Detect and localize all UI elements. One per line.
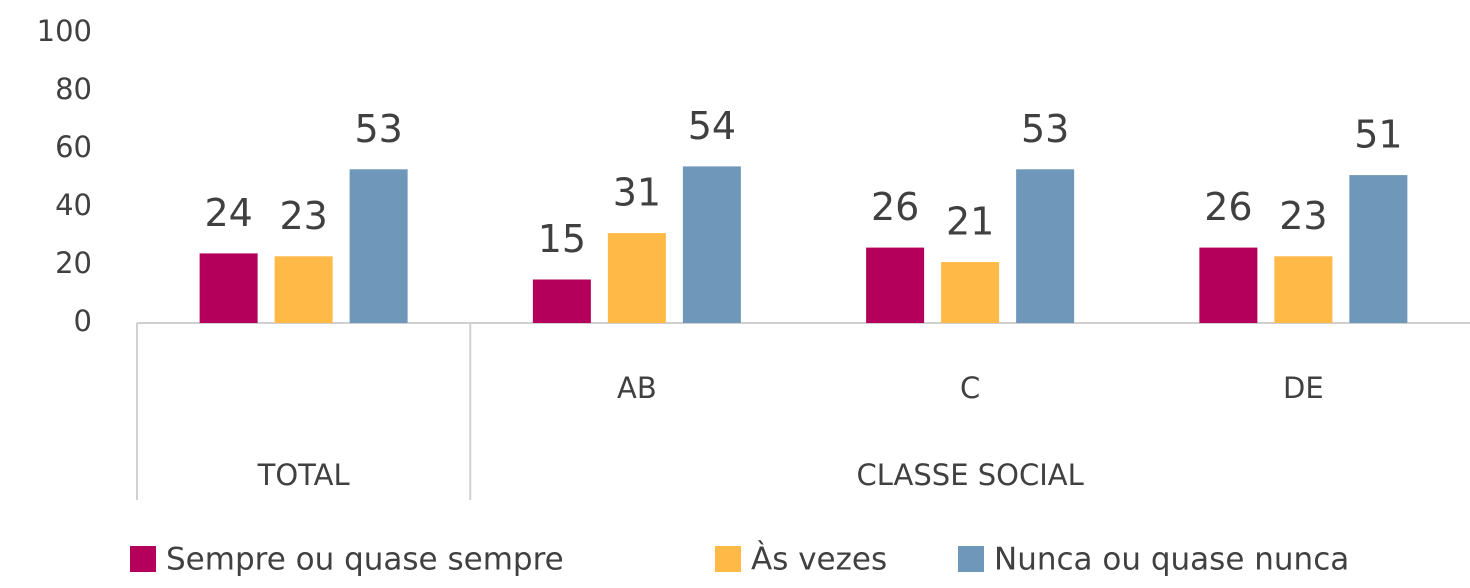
legend-label: Sempre ou quase sempre xyxy=(166,542,564,578)
y-tick-label: 100 xyxy=(37,14,92,48)
group-label: CLASSE SOCIAL xyxy=(856,458,1083,492)
data-label: 24 xyxy=(204,191,252,235)
x-tick-label: DE xyxy=(1283,371,1324,405)
data-label: 26 xyxy=(1204,185,1252,229)
bar xyxy=(349,169,408,323)
data-label: 53 xyxy=(354,107,402,151)
y-tick-label: 20 xyxy=(55,246,92,280)
bar xyxy=(682,166,741,323)
data-label: 26 xyxy=(871,185,919,229)
legend-label: Nunca ou quase nunca xyxy=(994,542,1349,578)
data-label: 54 xyxy=(688,104,736,148)
y-tick-label: 80 xyxy=(55,72,92,106)
legend-swatch xyxy=(715,546,741,572)
bar xyxy=(607,233,666,323)
bar xyxy=(1199,247,1258,323)
bar xyxy=(532,279,591,323)
data-label: 53 xyxy=(1021,107,1069,151)
legend-label: Às vezes xyxy=(751,542,887,578)
y-tick-label: 60 xyxy=(55,130,92,164)
legend-swatch xyxy=(958,546,984,572)
data-label: 23 xyxy=(279,194,327,238)
legend-swatch xyxy=(130,546,156,572)
bar xyxy=(1349,175,1408,323)
bar xyxy=(941,262,1000,323)
y-tick-label: 0 xyxy=(74,304,92,338)
data-label: 23 xyxy=(1279,194,1327,238)
bar xyxy=(1274,256,1333,323)
bar xyxy=(1016,169,1075,323)
y-tick-label: 40 xyxy=(55,188,92,222)
bar xyxy=(866,247,925,323)
x-tick-label: C xyxy=(960,371,980,405)
data-label: 51 xyxy=(1354,113,1402,157)
bar xyxy=(199,253,258,323)
data-label: 21 xyxy=(946,200,994,244)
data-label: 15 xyxy=(538,217,586,261)
x-tick-label: AB xyxy=(617,371,657,405)
bar xyxy=(274,256,333,323)
group-label: TOTAL xyxy=(257,458,350,492)
data-label: 31 xyxy=(613,171,661,215)
